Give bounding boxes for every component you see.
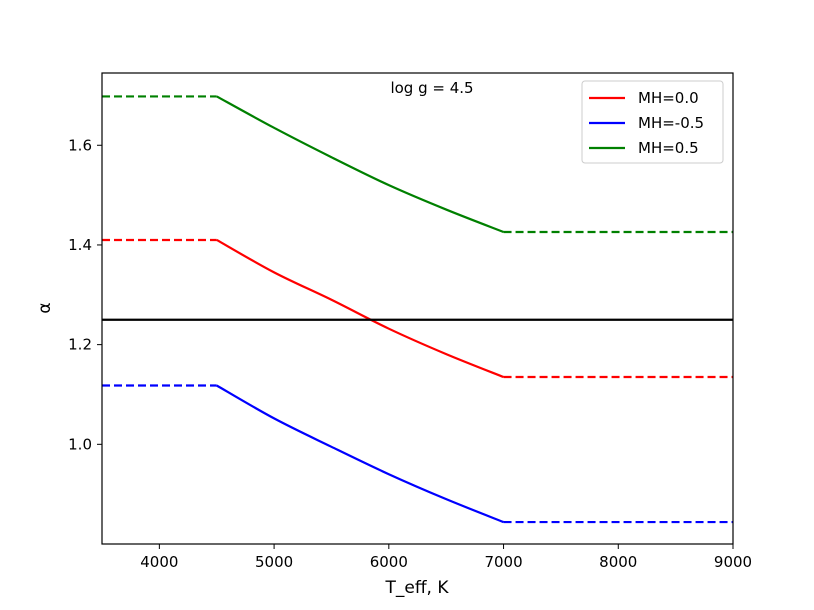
x-tick-label: 5000 [255, 553, 293, 571]
x-tick-label: 6000 [370, 553, 408, 571]
plot-frame [101, 72, 734, 545]
series-mh-0-5-line [216, 95, 504, 234]
y-tick-label: 1.0 [68, 435, 92, 453]
x-tick-label: 8000 [599, 553, 637, 571]
x-tick-label: 4000 [140, 553, 178, 571]
x-axis-label: T_eff, K [384, 578, 449, 598]
legend-box [581, 80, 724, 164]
y-tick-label: 1.2 [68, 336, 92, 354]
legend-label: MH=-0.5 [638, 114, 704, 132]
x-tick-label: 7000 [484, 553, 522, 571]
x-axis: 4000 5000 6000 7000 8000 9000 [140, 544, 752, 571]
plot-lines [102, 95, 733, 524]
y-axis: 1.0 1.2 1.4 1.6 [68, 136, 102, 453]
series-mh-0-5-line [216, 384, 504, 524]
y-tick-label: 1.4 [68, 236, 92, 254]
y-tick-label: 1.6 [68, 136, 92, 154]
annotation-logg: log g = 4.5 [390, 79, 473, 97]
x-tick-label: 9000 [714, 553, 752, 571]
legend: MH=0.0 MH=-0.5 MH=0.5 [581, 80, 724, 164]
series-mh-0-0-line [216, 239, 504, 379]
legend-label: MH=0.0 [638, 89, 699, 107]
y-axis-label: α [35, 302, 55, 313]
legend-label: MH=0.5 [638, 139, 699, 157]
